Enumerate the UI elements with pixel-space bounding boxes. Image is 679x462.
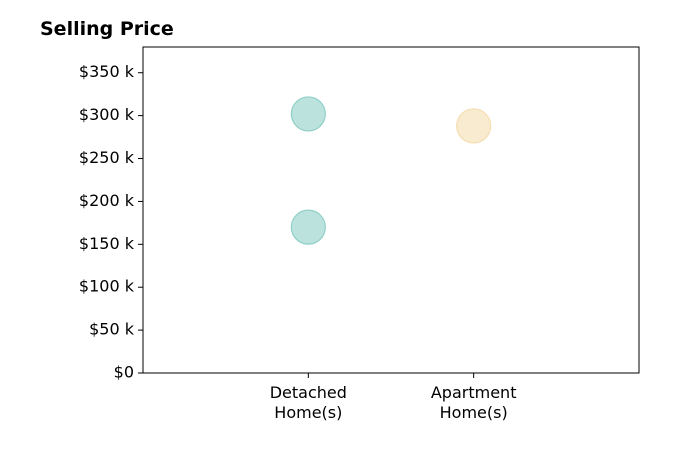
x-axis: Detached Home(s) Apartment Home(s) [270,373,517,422]
y-tick-label: $200 k [79,191,135,210]
y-tick-label: $300 k [79,105,135,124]
y-tick-label: $50 k [89,320,135,339]
x-tick-label: Apartment Home(s) [431,383,517,422]
data-points [290,96,492,245]
chart-title: Selling Price [40,18,174,40]
y-tick-label: $150 k [79,234,135,253]
y-tick-label: $100 k [79,277,135,296]
data-point [290,96,326,132]
y-tick-label: $250 k [79,148,135,167]
y-axis: $0 $50 k $100 k $150 k $200 k $250 k $300 k $35… [79,62,143,382]
y-tick-label: $0 [114,363,134,382]
plot-area [142,46,640,374]
x-tick-label: Detached Home(s) [270,383,347,422]
data-point [456,108,492,144]
y-tick-label: $350 k [79,62,135,81]
data-point [290,209,326,245]
